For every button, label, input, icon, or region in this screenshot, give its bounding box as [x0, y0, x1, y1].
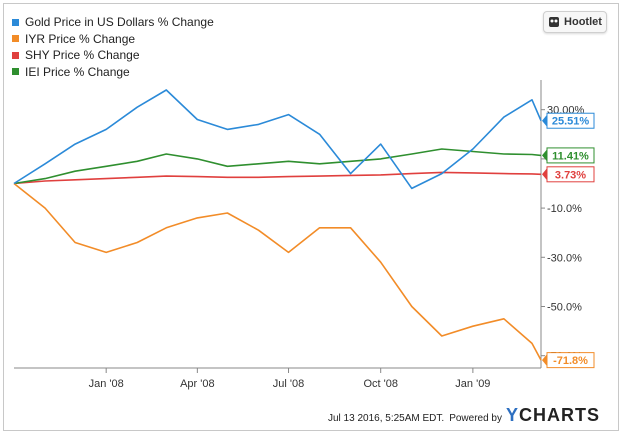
- end-label-pointer: [542, 354, 547, 367]
- y-tick-label: -30.0%: [547, 252, 582, 264]
- x-tick-label: Jan '08: [89, 378, 124, 390]
- legend-item-iei[interactable]: IEI Price % Change: [12, 64, 214, 81]
- end-label: -71.8%: [542, 352, 595, 369]
- chart-legend: Gold Price in US Dollars % Change IYR Pr…: [12, 14, 214, 80]
- end-label-text: -71.8%: [553, 355, 588, 367]
- legend-label-iyr: IYR Price % Change: [25, 31, 136, 46]
- legend-item-gold[interactable]: Gold Price in US Dollars % Change: [12, 14, 214, 31]
- series-layer: [13, 89, 542, 361]
- legend-item-shy[interactable]: SHY Price % Change: [12, 47, 214, 64]
- end-label-box: [546, 147, 595, 164]
- end-label-pointer: [542, 114, 547, 127]
- end-label-box: [546, 352, 595, 369]
- tick-labels: Jan '08 Apr '08 Jul '08 Oct '08 Jan '0930.00…: [89, 105, 585, 390]
- legend-item-iyr[interactable]: IYR Price % Change: [12, 31, 214, 48]
- hootlet-label: Hootlet: [564, 16, 602, 28]
- y-tick-label: -10.0%: [547, 203, 582, 215]
- legend-swatch-iei: [12, 68, 19, 76]
- chart-frame: [3, 3, 619, 431]
- end-label-pointer: [542, 149, 547, 162]
- ycharts-logo-text: CHARTS: [519, 405, 601, 425]
- x-tick-label: Apr '08: [180, 378, 215, 390]
- end-label: 3.73%: [542, 166, 595, 183]
- end-label-text: 11.41%: [552, 150, 589, 162]
- legend-swatch-gold: [12, 18, 19, 26]
- x-tick-label: Jan '09: [455, 378, 490, 390]
- series-line-3: [13, 171, 542, 185]
- legend-label-iei: IEI Price % Change: [25, 64, 130, 79]
- end-label-text: 25.51%: [552, 116, 590, 128]
- ycharts-logo-y: Y: [506, 405, 520, 425]
- end-label: 25.51%: [542, 112, 595, 129]
- legend-swatch-shy: [12, 51, 19, 59]
- end-label-pointer: [542, 168, 547, 181]
- footer-powered-by: Powered by: [449, 413, 502, 424]
- legend-label-gold: Gold Price in US Dollars % Change: [25, 15, 214, 29]
- end-label-box: [546, 112, 595, 129]
- footer-timestamp: Jul 13 2016, 5:25AM EDT.: [328, 413, 445, 424]
- end-label: 11.41%: [542, 147, 595, 164]
- series-line-4: [13, 148, 542, 185]
- end-labels: 25.51% 11.41% 3.73% -71.8%: [542, 112, 595, 369]
- legend-label-shy: SHY Price % Change: [25, 48, 140, 62]
- ycharts-logo[interactable]: YCHARTS: [506, 405, 600, 426]
- hootlet-button[interactable]: Hootlet: [543, 11, 607, 33]
- x-tick-label: Oct '08: [363, 378, 398, 390]
- axes-layer: [14, 80, 542, 369]
- owl-icon: [549, 17, 560, 27]
- legend-swatch-iyr: [12, 35, 19, 43]
- chart-footer: Jul 13 2016, 5:25AM EDT. Powered by YCHA…: [328, 405, 600, 426]
- series-line-1: [13, 89, 542, 190]
- end-label-box: [546, 166, 595, 183]
- series-line-2: [13, 182, 542, 361]
- end-label-text: 3.73%: [555, 169, 586, 181]
- x-tick-label: Jul '08: [273, 378, 304, 390]
- y-tick-label: -50.0%: [547, 301, 582, 313]
